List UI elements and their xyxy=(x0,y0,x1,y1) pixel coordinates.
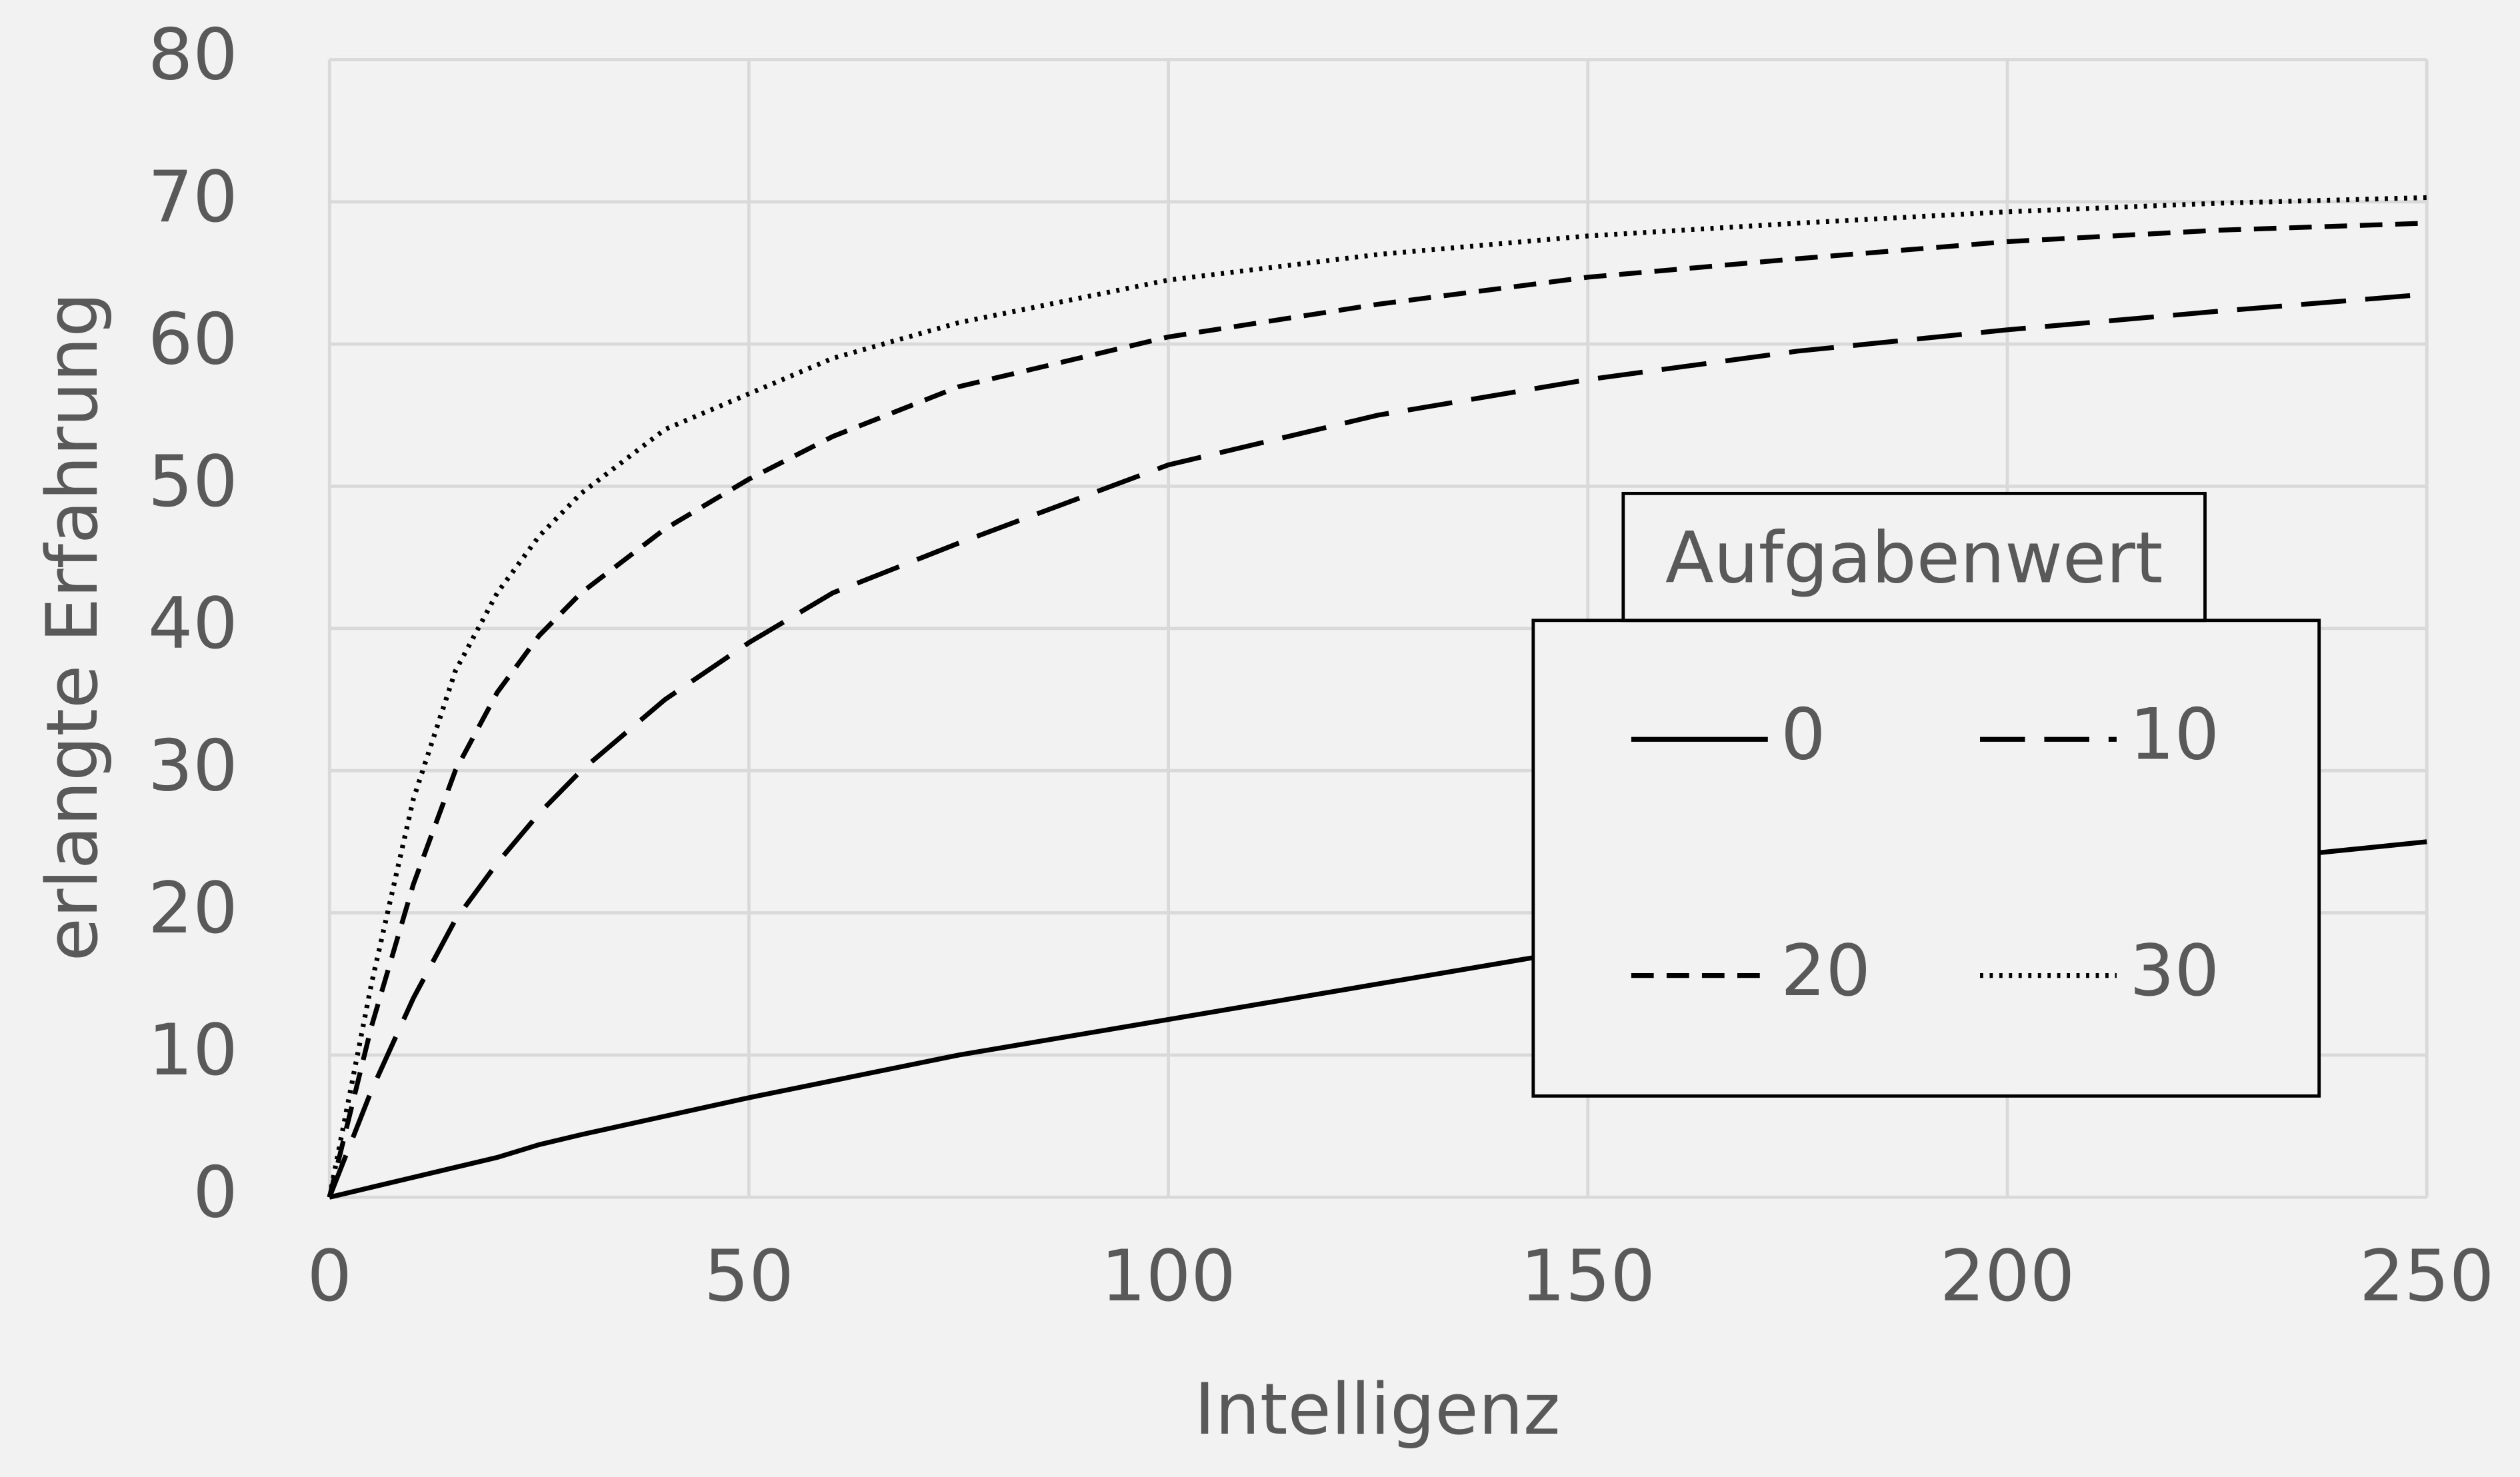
legend-label: 0 xyxy=(1781,694,1825,776)
x-tick-label: 200 xyxy=(1940,1236,2075,1318)
y-tick-label: 30 xyxy=(148,725,238,807)
y-tick-label: 20 xyxy=(148,868,238,950)
y-tick-label: 0 xyxy=(193,1152,237,1234)
legend-label: 30 xyxy=(2129,930,2219,1012)
y-tick-label: 80 xyxy=(148,15,238,97)
y-tick-label: 60 xyxy=(148,299,238,381)
series-line xyxy=(327,221,2427,1198)
y-tick-label: 50 xyxy=(148,441,238,523)
x-tick-label: 150 xyxy=(1521,1236,1655,1318)
legend-title-box xyxy=(1621,491,2207,623)
y-axis-label: erlangte Erfahrung xyxy=(32,292,114,961)
series-line xyxy=(327,291,2427,1198)
series-line xyxy=(327,195,2427,1198)
x-tick-label: 100 xyxy=(1101,1236,1235,1318)
x-tick-label: 50 xyxy=(704,1236,794,1318)
x-tick-label: 0 xyxy=(307,1236,351,1318)
y-tick-label: 40 xyxy=(148,583,238,665)
y-tick-label: 10 xyxy=(148,1010,238,1092)
x-tick-label: 250 xyxy=(2359,1236,2494,1318)
legend-title: Aufgabenwert xyxy=(1665,517,2163,599)
legend-box xyxy=(1531,619,2321,1098)
x-axis-label: Intelligenz xyxy=(1194,1369,1560,1451)
legend-label: 20 xyxy=(1781,930,1871,1012)
legend-label: 10 xyxy=(2129,694,2219,776)
y-tick-label: 70 xyxy=(148,157,238,239)
